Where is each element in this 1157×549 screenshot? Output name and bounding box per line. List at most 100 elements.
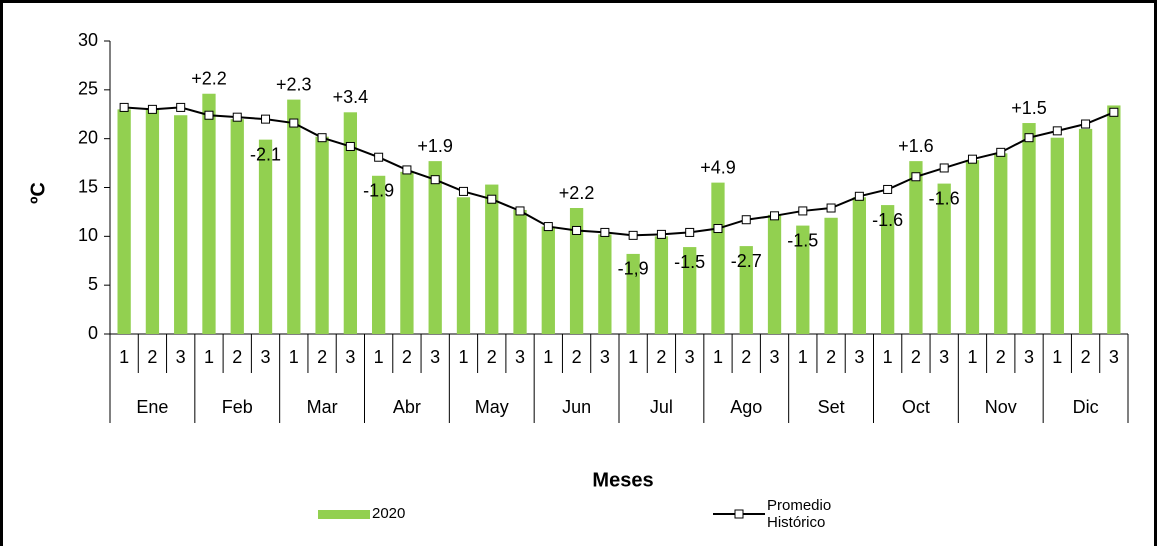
line-marker: [1052, 126, 1062, 136]
x-tick-label: 2: [996, 347, 1006, 367]
group-label: Jul: [650, 397, 673, 417]
bar: [852, 197, 867, 334]
x-tick-label: 3: [939, 347, 949, 367]
y-tick-label: 0: [88, 323, 98, 343]
bar: [965, 160, 980, 334]
bar: [485, 184, 499, 334]
x-tick-label: 3: [345, 347, 355, 367]
x-tick-label: 2: [147, 347, 157, 367]
x-tick-label: 1: [543, 347, 553, 367]
bar: [1078, 128, 1093, 334]
annotation: -1.6: [929, 188, 960, 208]
line-marker: [204, 110, 214, 120]
annotation: +1.6: [898, 136, 934, 156]
x-tick-label: 2: [741, 347, 751, 367]
line-marker: [967, 154, 977, 164]
bar: [315, 136, 329, 334]
x-tick-label: 2: [402, 347, 412, 367]
line-marker: [345, 141, 355, 151]
x-tick-label: 1: [204, 347, 214, 367]
x-tick-label: 1: [713, 347, 723, 367]
bar: [400, 171, 414, 334]
bar: [287, 99, 301, 334]
group-label: Ene: [136, 397, 168, 417]
bar: [1107, 105, 1121, 335]
line-marker: [1109, 107, 1119, 117]
line-marker: [374, 152, 384, 162]
y-tick-label: 5: [88, 274, 98, 294]
line-marker: [402, 165, 412, 175]
line-marker: [656, 229, 666, 239]
x-tick-label: 1: [883, 347, 893, 367]
x-tick-label: 1: [798, 347, 808, 367]
annotation: -1.5: [674, 252, 705, 272]
bar: [1050, 137, 1064, 334]
annotation: -1.5: [787, 230, 818, 250]
x-tick-label: 2: [232, 347, 242, 367]
bar: [456, 197, 471, 334]
line-marker: [854, 191, 864, 201]
line-marker: [741, 215, 751, 225]
x-tick-label: 3: [685, 347, 695, 367]
x-tick-label: 1: [458, 347, 468, 367]
line-marker: [1081, 119, 1091, 129]
line-marker: [232, 112, 242, 122]
x-tick-label: 3: [854, 347, 864, 367]
line-marker: [430, 175, 440, 185]
x-tick-label: 1: [628, 347, 638, 367]
group-label: Set: [818, 397, 845, 417]
line-marker: [317, 133, 327, 143]
group-label: Oct: [902, 397, 930, 417]
y-tick-label: 20: [78, 127, 98, 147]
x-tick-label: 2: [656, 347, 666, 367]
y-tick-label: 15: [78, 176, 98, 196]
bar: [1022, 123, 1036, 334]
y-tick-label: 25: [78, 79, 98, 99]
legend-label: 2020: [372, 505, 406, 522]
group-label: Ago: [730, 397, 762, 417]
group-label: Abr: [393, 397, 421, 417]
y-axis-title: ºC: [27, 182, 49, 204]
group-label: Nov: [985, 397, 1017, 417]
bar: [541, 226, 555, 334]
line-marker: [996, 147, 1006, 157]
bar: [371, 175, 386, 334]
bar: [937, 183, 951, 334]
line-marker: [543, 222, 553, 232]
x-tick-label: 3: [176, 347, 186, 367]
line-marker: [713, 224, 723, 234]
bar: [258, 139, 273, 334]
line-marker: [572, 225, 582, 235]
x-tick-label: 2: [826, 347, 836, 367]
x-tick-label: 3: [770, 347, 780, 367]
group-label: Feb: [222, 397, 253, 417]
annotation: +2.2: [559, 183, 595, 203]
line-marker: [826, 203, 836, 213]
bar: [428, 161, 442, 334]
x-tick-label: 3: [261, 347, 271, 367]
line-marker: [515, 206, 525, 216]
annotation: +1.5: [1011, 98, 1047, 118]
annotation: -1.6: [872, 210, 903, 230]
bar: [824, 217, 838, 334]
group-label: Mar: [307, 397, 338, 417]
bar: [626, 253, 640, 334]
x-tick-label: 1: [119, 347, 129, 367]
bar: [739, 246, 753, 334]
line-marker: [911, 172, 921, 182]
x-tick-label: 2: [1081, 347, 1091, 367]
annotation: -1,9: [618, 259, 649, 279]
group-label: Jun: [562, 397, 591, 417]
line-marker: [261, 114, 271, 124]
x-tick-label: 1: [374, 347, 384, 367]
x-tick-label: 1: [1052, 347, 1062, 367]
line-marker: [458, 186, 468, 196]
x-tick-label: 3: [1109, 347, 1119, 367]
bar: [513, 209, 527, 334]
annotation: -1.9: [363, 181, 394, 201]
line-marker: [1024, 133, 1034, 143]
bar: [796, 225, 810, 334]
bar: [145, 109, 160, 334]
